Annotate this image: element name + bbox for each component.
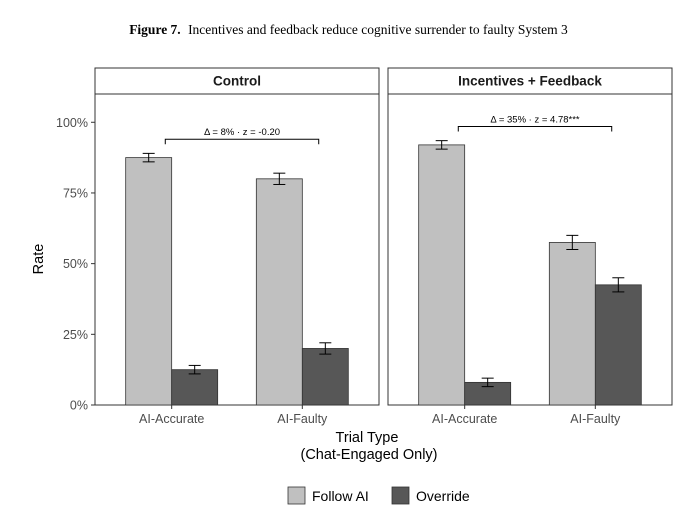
error-bar [319,342,332,355]
bar-follow-ai [255,178,303,406]
bar-override [594,284,642,406]
y-tick-label: 0% [70,399,88,413]
y-axis-title: Rate [31,244,47,275]
facet-strip-label: Incentives + Feedback [458,74,602,89]
legend-swatch [391,486,410,505]
y-axis: 0% 25% 50% 75% 100% [56,116,95,413]
error-bar [612,277,625,293]
bracket-line [457,126,613,132]
legend: Follow AI Override [287,486,470,505]
error-bar [188,364,201,375]
x-tick-label: AI-Accurate [432,412,497,426]
bar-override [171,369,219,406]
facet-strip [94,67,380,95]
error-bar [481,377,494,388]
bracket-annotation: Δ = 8% · z = -0.20 [204,127,280,138]
panel-border [387,93,673,406]
x-tick-label: AI-Faulty [277,412,328,426]
bar-follow-ai [418,144,466,406]
facet-panels: Control AI-Accurate AI-Faulty Δ = 8% · z = … [94,67,673,426]
y-tick-label: 25% [63,328,88,342]
x-axis-title-line2: (Chat-Engaged Only) [300,447,437,463]
x-tick-label: AI-Accurate [139,412,204,426]
figure-caption-text: Incentives and feedback reduce cognitive… [188,22,568,37]
y-tick-label: 100% [56,116,88,130]
error-bar [142,152,155,163]
bracket-annotation: Δ = 35% · z = 4.78*** [490,115,580,126]
panel-border [94,93,380,406]
bracket-line [164,138,320,145]
legend-swatch [287,486,306,505]
figure-caption: Figure 7. Incentives and feedback reduce… [129,22,568,37]
x-axis-title: Trial Type (Chat-Engaged Only) [300,430,437,463]
figure-label: Figure 7. [129,22,181,37]
x-tick-label: AI-Faulty [570,412,621,426]
significance-bracket [164,138,320,145]
x-axis-title-line1: Trial Type [336,430,399,446]
facet-strip [387,67,673,95]
error-bar [435,140,448,150]
bar-override [301,348,349,406]
error-bar [273,172,286,185]
facet-panel: Control AI-Accurate AI-Faulty Δ = 8% · z = … [94,67,380,426]
bar-follow-ai [125,157,173,406]
legend-entry: Follow AI [287,486,369,505]
facet-strip-label: Control [213,74,261,89]
bar-follow-ai [548,242,596,406]
y-tick-label: 50% [63,257,88,271]
facet-panel: Incentives + Feedback AI-Accurate AI-Fault… [387,67,673,426]
significance-bracket [457,126,613,132]
legend-label: Override [416,488,470,504]
legend-entry: Override [391,486,470,505]
y-tick-label: 75% [63,186,88,200]
legend-label: Follow AI [312,488,369,504]
error-bar [566,234,579,250]
